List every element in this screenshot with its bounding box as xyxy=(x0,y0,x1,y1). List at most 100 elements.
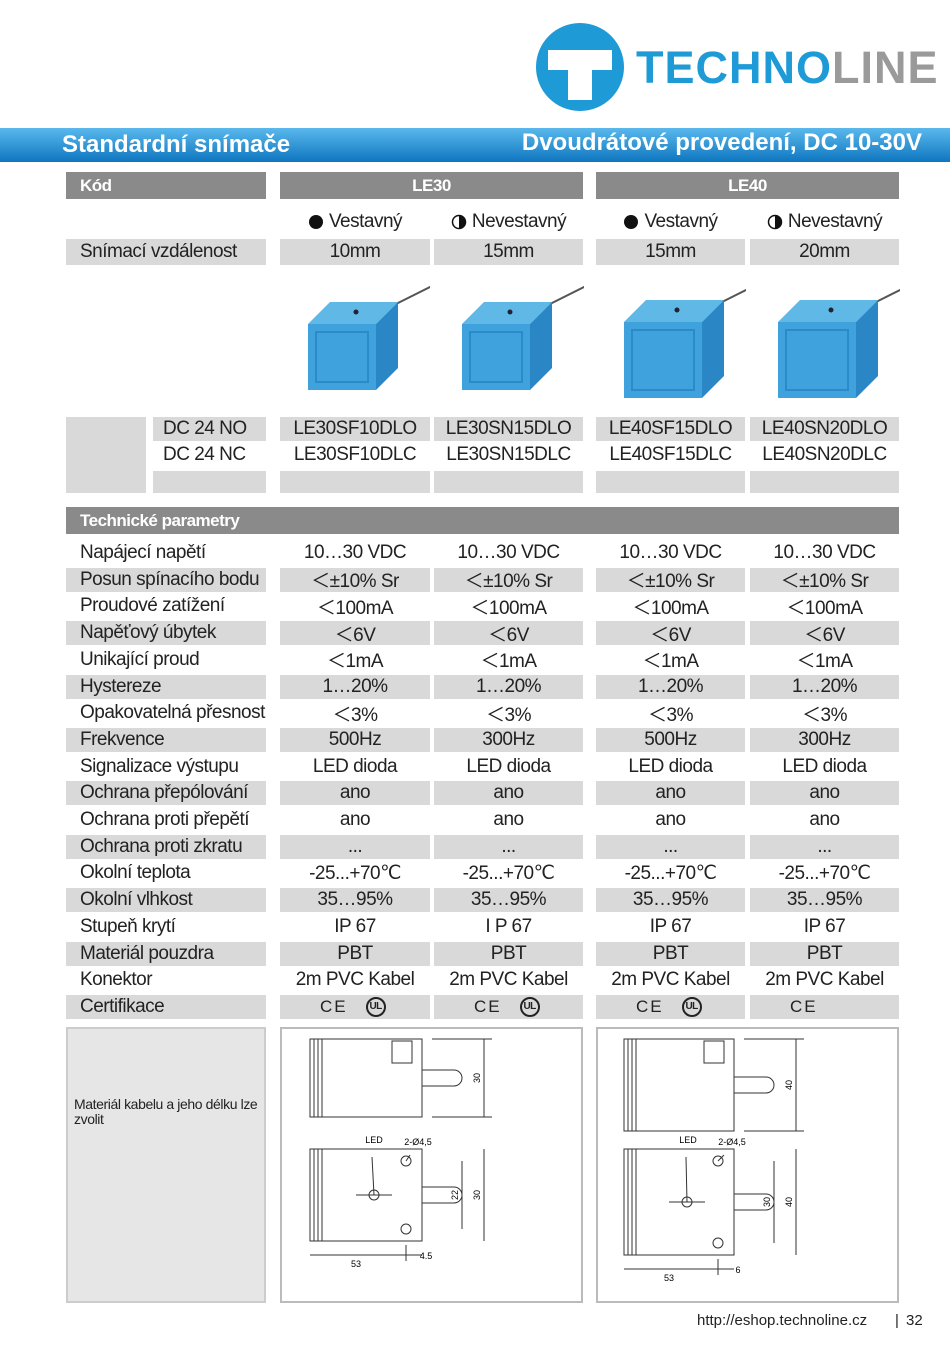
group: LE30 xyxy=(280,172,583,199)
mount-text: Nevestavný xyxy=(471,211,567,232)
param-value: ＜3% xyxy=(648,704,693,726)
drawing-frame xyxy=(280,1027,583,1303)
cert-mark: CE xyxy=(474,996,502,1016)
param-value: IP 67 xyxy=(334,915,376,937)
param-value: 35…95% xyxy=(596,888,745,913)
param-value: 2m PVC Kabel xyxy=(295,969,415,991)
empty-cell xyxy=(280,471,430,493)
param-label: Ochrana proti přepětí xyxy=(80,809,250,830)
param-value: ＜1mA xyxy=(796,651,853,673)
param-value: -25...+70℃ xyxy=(624,862,717,884)
param-value: ano xyxy=(434,781,583,806)
param-value: 1…20% xyxy=(434,674,583,699)
mount-text: Vestavný xyxy=(644,211,718,232)
cert-mark: UL xyxy=(519,996,540,1017)
product-image xyxy=(624,288,746,398)
param-value: -25...+70℃ xyxy=(462,862,555,884)
mounting: Vestavný xyxy=(596,208,745,236)
footer-url: http://eshop.technoline.cz xyxy=(697,1312,868,1329)
note-box xyxy=(66,1027,266,1303)
model: LE40SF15DLC xyxy=(609,444,732,465)
param-value: 500Hz xyxy=(280,727,430,752)
dimension: 6 xyxy=(735,1265,740,1275)
cert: CE UL xyxy=(280,994,430,1019)
model: LE40SN20DLC xyxy=(762,444,887,465)
mounting: Nevestavný xyxy=(434,208,583,236)
tech-title: Technické parametry xyxy=(66,507,899,534)
param-value: ＜±10% Sr xyxy=(280,567,430,592)
param-value: ＜100mA xyxy=(316,597,394,619)
param-value: 10…30 VDC xyxy=(773,542,876,563)
param-label: Okolní teplota xyxy=(80,862,191,884)
cert: CE xyxy=(750,994,899,1019)
param-value: -25...+70℃ xyxy=(309,862,401,884)
param-label: Signalizace výstupu xyxy=(80,755,239,777)
param-value: 1…20% xyxy=(750,674,899,699)
param-value: 2m PVC Kabel xyxy=(449,969,568,991)
param-value: ＜3% xyxy=(802,704,847,726)
param-value: PBT xyxy=(434,941,583,966)
param-label: Okolní vlhkost xyxy=(66,888,266,913)
param-value: LED dioda xyxy=(628,755,713,777)
dimension: LED xyxy=(365,1135,383,1145)
param-value: ＜6V xyxy=(750,621,899,646)
param-label: Posun spínacího bodu xyxy=(66,567,266,592)
param-value: IP 67 xyxy=(803,915,846,937)
cert-mark: CE xyxy=(636,996,664,1016)
distance: 15mm xyxy=(596,239,745,265)
param-label: Materiál pouzdra xyxy=(66,941,266,966)
param-value: ＜1mA xyxy=(480,651,537,673)
param-value: ... xyxy=(596,834,745,859)
param-value: IP 67 xyxy=(649,915,692,937)
dimension: 2-Ø4,5 xyxy=(718,1137,746,1147)
product-image xyxy=(778,288,900,398)
empty-cell xyxy=(596,471,745,493)
param-value: -25...+70℃ xyxy=(778,862,871,884)
model-label: DC 24 NC xyxy=(163,444,246,465)
footer-sep: | xyxy=(895,1312,899,1329)
dimension: 53 xyxy=(351,1259,361,1269)
param-value: ＜100mA xyxy=(470,597,547,619)
param-value: ano xyxy=(339,809,371,830)
code-label: Kód xyxy=(66,172,266,199)
cert-mark: CE xyxy=(320,996,348,1016)
distance-label: Snímací vzdálenost xyxy=(66,239,266,265)
brand: TECHNOLINE xyxy=(636,42,939,94)
param-value: 10…30 VDC xyxy=(457,542,560,563)
param-value: 35…95% xyxy=(434,888,583,913)
model: LE30SN15DLO xyxy=(434,417,583,441)
distance: 15mm xyxy=(434,239,583,265)
param-value: ＜6V xyxy=(280,621,430,646)
mount-text: Vestavný xyxy=(328,211,403,232)
product-image xyxy=(308,285,430,390)
param-value: 10…30 VDC xyxy=(619,542,722,563)
param-value: ＜±10% Sr xyxy=(434,567,583,592)
param-value: 2m PVC Kabel xyxy=(765,969,884,991)
param-value: ＜1mA xyxy=(642,651,699,673)
param-value: 500Hz xyxy=(596,727,745,752)
param-label: Frekvence xyxy=(66,727,266,752)
param-label: Ochrana proti zkratu xyxy=(66,834,266,859)
mount-icon xyxy=(767,214,783,230)
param-label: Napájecí napětí xyxy=(80,542,206,563)
banner-right: Dvoudrátové provedení, DC 10-30V xyxy=(521,129,922,156)
model: LE30SN15DLC xyxy=(446,444,571,465)
dimension: 2-Ø4,5 xyxy=(404,1137,432,1147)
cert: CE UL xyxy=(596,994,745,1019)
empty-cell xyxy=(750,471,899,493)
drawing-frame xyxy=(596,1027,899,1303)
param-value: ... xyxy=(750,834,899,859)
cert-label: Certifikace xyxy=(66,994,266,1019)
param-value: ＜3% xyxy=(332,704,378,726)
param-value: ... xyxy=(280,834,430,859)
mount-icon xyxy=(308,215,323,229)
model-label: DC 24 NO xyxy=(153,417,266,441)
model: LE40SF15DLO xyxy=(596,417,745,441)
brand-a: TECHNO xyxy=(636,42,832,93)
product-image xyxy=(462,285,584,390)
dimension: 30 xyxy=(472,1073,482,1083)
model: LE30SF10DLO xyxy=(280,417,430,441)
param-value: ＜1mA xyxy=(326,651,384,673)
param-value: ano xyxy=(750,781,899,806)
brand-b: LINE xyxy=(832,42,939,93)
